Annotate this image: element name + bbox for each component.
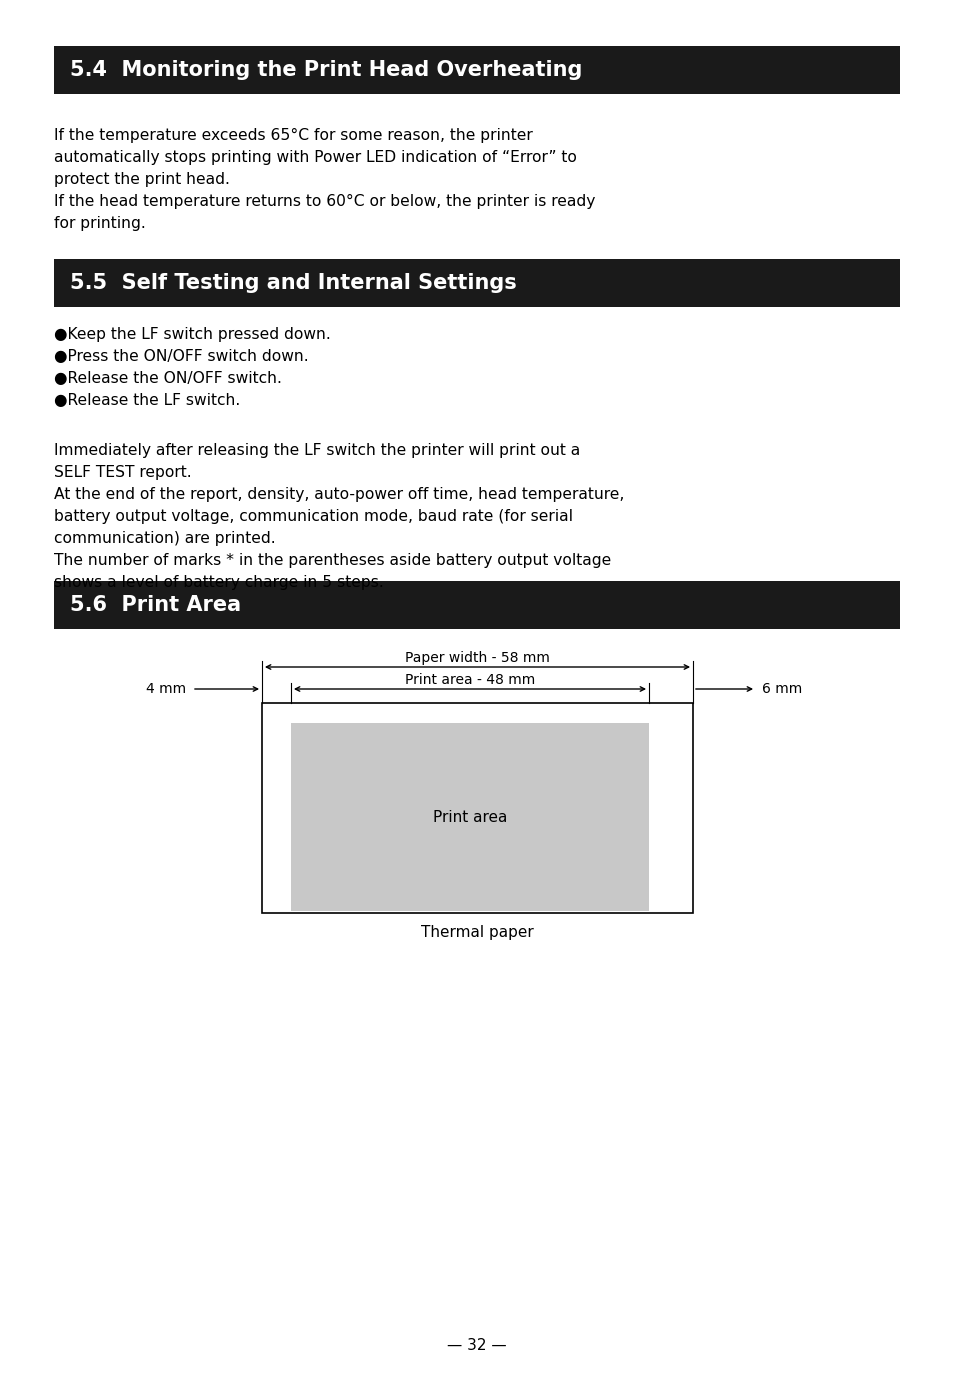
- Text: If the temperature exceeds 65°C for some reason, the printer: If the temperature exceeds 65°C for some…: [54, 129, 532, 142]
- Text: SELF TEST report.: SELF TEST report.: [54, 465, 192, 480]
- Text: 4 mm: 4 mm: [146, 682, 186, 696]
- Text: Immediately after releasing the LF switch the printer will print out a: Immediately after releasing the LF switc…: [54, 443, 579, 458]
- Text: ●Release the ON/OFF switch.: ●Release the ON/OFF switch.: [54, 371, 281, 386]
- Text: shows a level of battery charge in 5 steps.: shows a level of battery charge in 5 ste…: [54, 575, 383, 591]
- Text: battery output voltage, communication mode, baud rate (for serial: battery output voltage, communication mo…: [54, 509, 573, 524]
- Text: If the head temperature returns to 60°C or below, the printer is ready: If the head temperature returns to 60°C …: [54, 194, 595, 209]
- Text: for printing.: for printing.: [54, 216, 146, 231]
- Text: communication) are printed.: communication) are printed.: [54, 531, 275, 546]
- Text: 5.4  Monitoring the Print Head Overheating: 5.4 Monitoring the Print Head Overheatin…: [70, 59, 581, 80]
- Bar: [262, 703, 692, 913]
- Text: automatically stops printing with Power LED indication of “Error” to: automatically stops printing with Power …: [54, 149, 577, 165]
- Text: Print area: Print area: [433, 809, 507, 824]
- Text: ●Keep the LF switch pressed down.: ●Keep the LF switch pressed down.: [54, 326, 331, 342]
- Text: ●Press the ON/OFF switch down.: ●Press the ON/OFF switch down.: [54, 349, 309, 364]
- Text: 5.5  Self Testing and Internal Settings: 5.5 Self Testing and Internal Settings: [70, 272, 517, 293]
- Text: Print area - 48 mm: Print area - 48 mm: [404, 674, 535, 687]
- Text: 6 mm: 6 mm: [761, 682, 801, 696]
- Bar: [291, 723, 648, 911]
- Text: Thermal paper: Thermal paper: [420, 925, 534, 940]
- Bar: [54, 581, 899, 629]
- Bar: [54, 46, 899, 94]
- Text: — 32 —: — 32 —: [447, 1337, 506, 1353]
- Text: protect the print head.: protect the print head.: [54, 171, 230, 187]
- Text: 5.6  Print Area: 5.6 Print Area: [70, 595, 241, 615]
- Text: The number of marks * in the parentheses aside battery output voltage: The number of marks * in the parentheses…: [54, 553, 611, 568]
- Text: ●Release the LF switch.: ●Release the LF switch.: [54, 393, 240, 408]
- Bar: [54, 259, 899, 307]
- Text: Paper width - 58 mm: Paper width - 58 mm: [405, 651, 549, 665]
- Text: At the end of the report, density, auto-power off time, head temperature,: At the end of the report, density, auto-…: [54, 487, 623, 502]
